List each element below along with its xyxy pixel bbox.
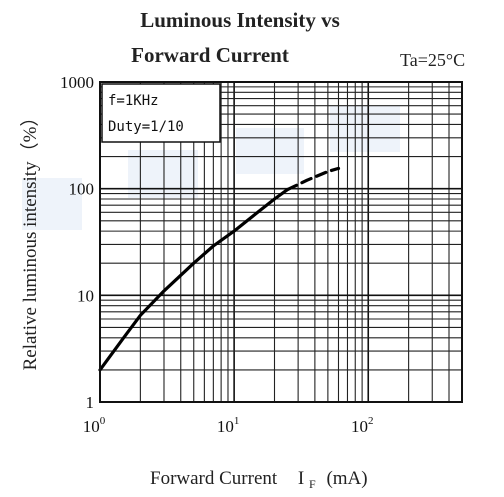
watermark-block-0 bbox=[22, 178, 82, 230]
x-axis-label-subscript: F bbox=[309, 477, 316, 491]
y-tick-label-100: 100 bbox=[69, 180, 95, 199]
x-axis-label-main: Forward Current bbox=[150, 468, 278, 489]
y-tick-label-1: 1 bbox=[86, 393, 95, 412]
curves bbox=[98, 166, 341, 372]
watermark-block-1 bbox=[128, 150, 198, 198]
y-tick-labels: 1 10 100 1000 bbox=[60, 73, 94, 412]
annotation-frame bbox=[101, 83, 221, 143]
x-tick-label-1: 100 bbox=[83, 415, 106, 436]
x-tick-labels: 100 101 102 bbox=[83, 415, 374, 436]
annotation-box: f=1KHz Duty=1/10 bbox=[101, 83, 221, 143]
x-tick-label-10: 101 bbox=[217, 415, 240, 436]
y-tick-label-10: 10 bbox=[77, 286, 94, 305]
chart-title: Luminous Intensity vs Forward Current Ta… bbox=[131, 8, 465, 70]
y-axis-label: Relative luminous intensity（%） bbox=[19, 108, 41, 371]
annotation-duty: Duty=1/10 bbox=[108, 119, 184, 135]
plot-frame bbox=[99, 81, 463, 403]
y-tick-label-1000: 1000 bbox=[60, 73, 94, 92]
watermark-block-3 bbox=[330, 106, 400, 152]
series-line-dashed bbox=[285, 166, 341, 192]
watermark-block-2 bbox=[236, 128, 304, 174]
annotation-frequency: f=1KHz bbox=[108, 93, 159, 109]
x-tick-label-100: 102 bbox=[351, 415, 374, 436]
chart-title-line1: Luminous Intensity vs bbox=[140, 8, 340, 32]
chart-title-line2: Forward Current bbox=[131, 43, 289, 67]
x-axis-label-symbol: I bbox=[298, 468, 304, 489]
temperature-condition: Ta=25°C bbox=[400, 50, 465, 70]
x-axis-label: Forward Current I F (mA) bbox=[150, 468, 368, 493]
series-line-solid bbox=[98, 188, 290, 372]
x-axis-label-unit: (mA) bbox=[326, 468, 367, 489]
